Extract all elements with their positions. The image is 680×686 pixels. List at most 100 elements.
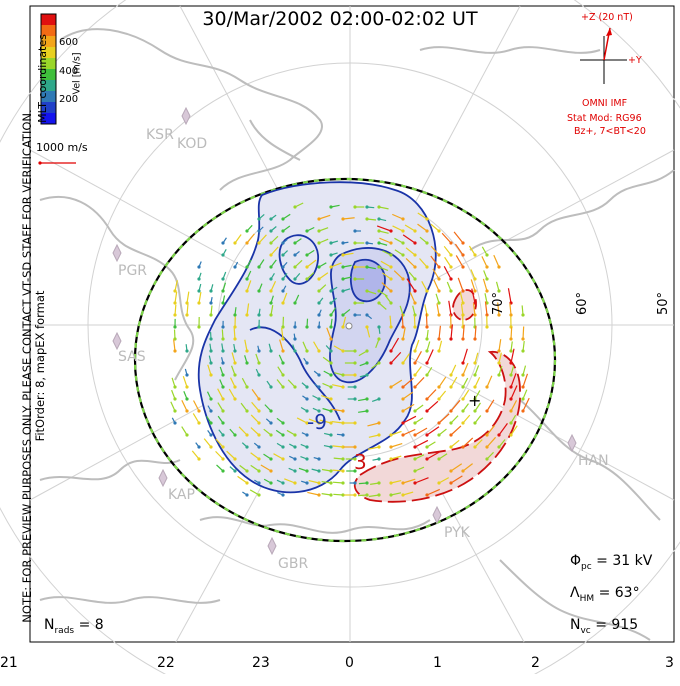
imf-condition-label: Bz+, 7<BT<20: [574, 126, 646, 137]
velocity-vector: [223, 249, 226, 255]
velocity-vector: [451, 365, 456, 375]
velocity-vector: [414, 316, 415, 327]
velocity-vector: [508, 288, 511, 303]
velocity-vector: [307, 319, 308, 327]
colorbar-tick: 200: [59, 94, 78, 105]
velocity-vector: [247, 234, 254, 243]
velocity-vector: [223, 272, 226, 279]
cross-polar-potential: Φpc = 31 kV: [570, 553, 652, 572]
velocity-vector: [510, 303, 511, 315]
velocity-vector: [402, 314, 403, 327]
imf-z-label: +Z (20 nT): [581, 12, 633, 23]
velocity-vector: [463, 363, 468, 375]
velocity-vector: [171, 402, 175, 411]
latitude-label-70: 70°: [491, 292, 506, 315]
velocity-vector: [463, 349, 467, 363]
velocity-vector: [193, 413, 199, 423]
velocity-vector: [439, 341, 442, 351]
velocity-vector: [455, 244, 463, 255]
velocity-vector: [449, 301, 451, 315]
negative-cell: [199, 182, 436, 492]
velocity-vector: [184, 391, 187, 399]
site-label-gbr: GBR: [278, 556, 308, 572]
velocity-vector: [208, 430, 211, 435]
velocity-vector: [211, 306, 212, 315]
stat-model-label: Stat Mod: RG96: [567, 113, 642, 124]
mlt-hour-label: 21: [0, 655, 18, 671]
velocity-vector: [499, 339, 501, 351]
nvc-symbol: N: [570, 617, 580, 633]
velocity-vector: [427, 401, 438, 411]
velocity-vector: [247, 225, 252, 231]
velocity-vector: [187, 292, 189, 303]
lambda-subscript: HM: [580, 594, 595, 604]
site-label-pyk: PYK: [444, 525, 470, 541]
velocity-vector: [192, 451, 199, 459]
velocity-vector: [463, 415, 470, 423]
velocity-vector: [427, 442, 435, 447]
velocity-vector: [199, 292, 201, 303]
velocity-vector: [415, 366, 421, 375]
velocity-vector: [196, 443, 199, 447]
velocity-vector: [426, 313, 427, 327]
velocity-vector: [444, 246, 451, 255]
velocity-vector: [175, 292, 177, 303]
velocity-vector: [427, 390, 436, 399]
velocity-vector: [439, 377, 446, 387]
velocity-vector: [294, 334, 295, 339]
positive-contour-label: 3: [354, 450, 367, 474]
velocity-vector: [204, 439, 211, 447]
velocity-vector: [174, 339, 175, 351]
velocity-vector: [439, 326, 440, 339]
velocity-vector: [187, 304, 188, 315]
latitude-label-50: 50°: [656, 292, 671, 315]
velocity-vector: [439, 414, 449, 423]
velocity-vector: [497, 282, 499, 291]
velocity-vector: [343, 242, 348, 243]
velocity-vector: [458, 278, 463, 291]
mlt-hour-label: 1: [433, 655, 442, 671]
site-label-kod: KOD: [177, 136, 207, 152]
site-label-kap: KAP: [168, 487, 195, 503]
velocity-vector: [415, 377, 424, 387]
negative-contour-label: -9: [307, 410, 327, 434]
velocity-vector: [175, 305, 176, 315]
velocity-vector: [186, 344, 187, 351]
phi-value: = 31 kV: [596, 553, 652, 569]
velocity-vector: [403, 429, 415, 435]
velocity-vector: [451, 440, 459, 447]
velocity-vector: [415, 418, 423, 423]
map-title: 30/Mar/2002 02:00-02:02 UT: [0, 8, 680, 30]
velocity-vector: [415, 351, 421, 363]
nrads-subscript: rads: [54, 626, 74, 636]
velocity-vector: [322, 494, 331, 495]
site-label-pgr: PGR: [118, 263, 147, 279]
velocity-vector: [337, 434, 343, 435]
velocity-vector: [439, 391, 446, 399]
velocity-vector: [415, 340, 419, 351]
velocity-vector: [487, 400, 494, 411]
velocity-vector: [523, 341, 524, 351]
velocity-vector: [437, 303, 439, 315]
imf-y-label: +Y: [628, 55, 642, 66]
velocity-vector: [445, 257, 451, 267]
colorbar-tick: 600: [59, 37, 78, 48]
latitude-label-60: 60°: [575, 292, 590, 315]
velocity-vector: [427, 367, 432, 375]
scale-vector-label: 1000 m/s: [36, 141, 88, 154]
velocity-vector: [379, 327, 380, 334]
velocity-vector: [451, 400, 460, 411]
velocity-vector: [436, 294, 439, 303]
velocity-vector: [367, 207, 374, 208]
velocity-vector: [242, 492, 247, 495]
velocity-vector: [333, 494, 343, 495]
imf-source-label: OMNI IMF: [582, 98, 627, 109]
potential-max-marker: +: [468, 391, 481, 410]
colorbar-tick: 400: [59, 66, 78, 77]
lambda-value: = 63°: [599, 585, 640, 601]
velocity-vector: [172, 390, 175, 399]
velocity-vector: [185, 369, 187, 375]
lambda-symbol: Λ: [570, 585, 580, 601]
velocity-vector: [235, 235, 241, 243]
velocity-vector: [223, 238, 226, 243]
